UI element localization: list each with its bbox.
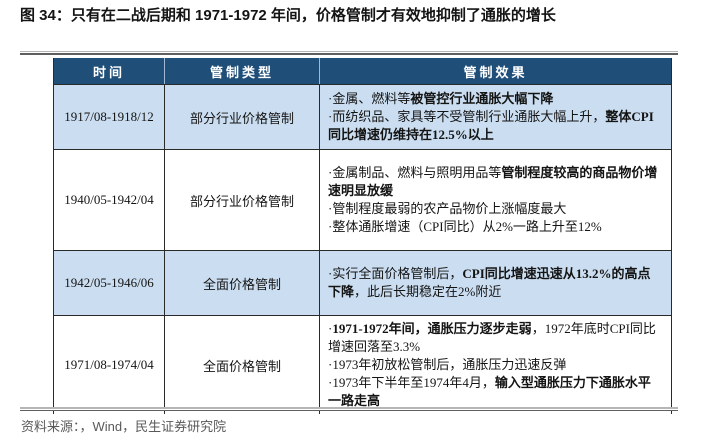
effect-bullet: ·金属、燃料等被管控行业通胀大幅下降 [328, 91, 554, 106]
time-cell: 1940/05-1942/04 [64, 192, 154, 207]
control-type-cell: 全面价格管制 [164, 251, 319, 315]
figure-title: 图 34：只有在二战后期和 1971-1972 年间，价格管制才有效地抑制了通胀… [20, 7, 556, 24]
table-bottom-rule [20, 407, 678, 411]
table-row: 1917/08-1918/12 部分行业价格管制 ·金属、燃料等被管控行业通胀大幅下… [54, 84, 671, 149]
effect-bullet: ·1971-1972年间，通胀压力逐步走弱，1972年底时CPI同比增速回落至3… [328, 321, 656, 354]
time-cell: 1971/08-1974/04 [64, 357, 154, 372]
effect-bullet: ·金属制品、燃料与照明用品等管制程度较高的商品物价增速明显放缓 [328, 165, 658, 198]
control-effect-cell: ·金属、燃料等被管控行业通胀大幅下降 ·而纺织品、家具等不受管制行业通胀大幅上升，… [319, 85, 671, 149]
control-type-cell: 部分行业价格管制 [164, 150, 319, 250]
column-header-control-type: 管制类型 [164, 58, 319, 84]
control-effect-cell: ·1971-1972年间，通胀压力逐步走弱，1972年底时CPI同比增速回落至3… [319, 316, 671, 414]
control-type-cell: 全面价格管制 [164, 316, 319, 414]
column-header-control-effect: 管制效果 [319, 58, 671, 84]
table-header-row: 时间 管制类型 管制效果 [54, 58, 671, 84]
effect-bullet: ·管制程度最弱的农产品物价上涨幅度最大 [328, 201, 567, 216]
effect-bullet: ·而纺织品、家具等不受管制行业通胀大幅上升，整体CPI同比增速仍维持在12.5%… [328, 109, 654, 142]
control-type-cell: 部分行业价格管制 [164, 85, 319, 149]
time-cell: 1917/08-1918/12 [64, 109, 154, 124]
time-cell: 1942/05-1946/06 [64, 275, 154, 290]
title-divider-rule [20, 51, 678, 55]
column-header-time: 时间 [92, 64, 125, 80]
source-note: 资料来源：，Wind，民生证券研究院 [21, 419, 227, 434]
effect-bullet: ·整体通胀增速（CPI同比）从2%一路上升至12% [328, 219, 602, 234]
table-row: 1971/08-1974/04 全面价格管制 ·1971-1972年间，通胀压力逐步… [54, 315, 671, 414]
price-control-table: 时间 管制类型 管制效果 1917/08-1918/12 部分行业价格管制 ·金属、… [53, 58, 672, 414]
control-effect-cell: ·金属制品、燃料与照明用品等管制程度较高的商品物价增速明显放缓 ·管制程度最弱的农… [319, 150, 671, 250]
control-effect-cell: ·实行全面价格管制后，CPI同比增速迅速从13.2%的高点下降，此后长期稳定在2… [319, 251, 671, 315]
effect-bullet: ·实行全面价格管制后，CPI同比增速迅速从13.2%的高点下降，此后长期稳定在2… [328, 266, 651, 299]
table-body: 1917/08-1918/12 部分行业价格管制 ·金属、燃料等被管控行业通胀大幅下… [54, 84, 671, 414]
effect-bullet: ·1973年下半年至1974年4月，输入型通胀压力下通胀水平一路走高 [328, 375, 651, 408]
table-row: 1942/05-1946/06 全面价格管制 ·实行全面价格管制后，CPI同比增速迅… [54, 250, 671, 315]
effect-bullet: ·1973年初放松管制后，通胀压力迅速反弹 [328, 357, 567, 372]
table-row: 1940/05-1942/04 部分行业价格管制 ·金属制品、燃料与照明用品等管制程… [54, 149, 671, 250]
